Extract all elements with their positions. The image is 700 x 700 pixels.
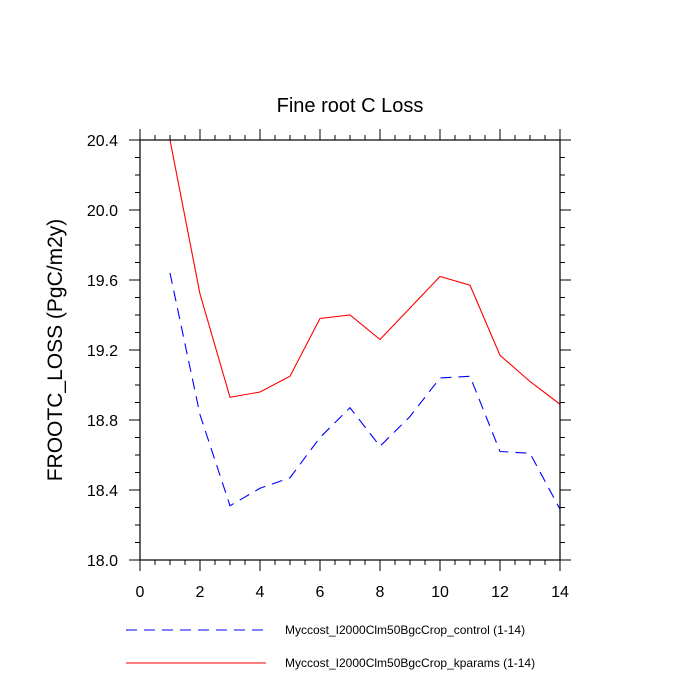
- x-tick-label: 8: [376, 584, 385, 601]
- y-tick-label: 18.0: [87, 553, 118, 570]
- y-tick-label: 20.0: [87, 203, 118, 220]
- chart-title: Fine root C Loss: [277, 95, 424, 117]
- y-tick-label: 20.4: [87, 133, 118, 150]
- x-tick-label: 12: [491, 584, 509, 601]
- x-tick-label: 14: [551, 584, 569, 601]
- y-axis-label: FROOTC_LOSS (PgC/m2y): [44, 219, 67, 482]
- series-line-kparams: [169, 139, 561, 405]
- legend: Myccost_I2000Clm50BgcCrop_control (1-14)…: [126, 623, 535, 670]
- legend-label-kparams: Myccost_I2000Clm50BgcCrop_kparams (1-14): [285, 656, 535, 670]
- y-tick-label: 18.4: [87, 483, 118, 500]
- series-line-control: [169, 272, 561, 510]
- plot-frame: [139, 139, 561, 561]
- x-tick-label: 10: [431, 584, 449, 601]
- x-tick-label: 2: [196, 584, 205, 601]
- x-tick-label: 0: [136, 584, 145, 601]
- x-tick-label: 4: [256, 584, 265, 601]
- x-tick-label: 6: [316, 584, 325, 601]
- y-tick-label: 18.8: [87, 413, 118, 430]
- tick-labels: 0 2 4 6 8 10 12 14 18.0 18.4 18.8 19.2 19.6 20.0 20.4: [87, 133, 569, 601]
- y-tick-label: 19.2: [87, 343, 118, 360]
- legend-label-control: Myccost_I2000Clm50BgcCrop_control (1-14): [285, 623, 525, 637]
- axis-ticks: [129, 129, 571, 571]
- y-tick-label: 19.6: [87, 273, 118, 290]
- series-lines: [169, 139, 561, 510]
